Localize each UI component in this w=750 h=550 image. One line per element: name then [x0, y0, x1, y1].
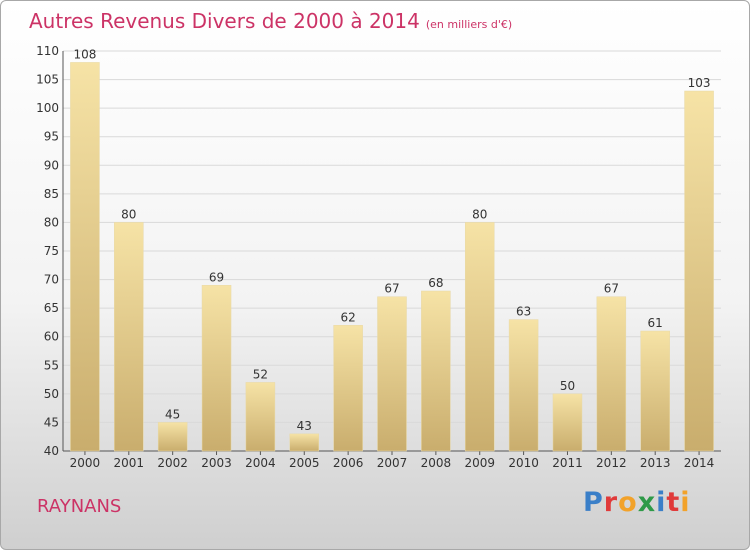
y-tick-label: 40	[44, 444, 59, 458]
location-label: RAYNANS	[37, 496, 122, 517]
x-tick-label: 2001	[114, 456, 145, 470]
bar	[201, 285, 232, 452]
data-label: 63	[516, 305, 531, 319]
logo-letter: r	[603, 487, 619, 518]
data-label: 50	[560, 379, 575, 393]
y-tick-label: 100	[36, 101, 59, 115]
data-label: 45	[165, 407, 180, 421]
data-label: 80	[121, 207, 136, 221]
y-tick-label: 70	[44, 273, 59, 287]
logo-letter: x	[637, 487, 657, 518]
x-tick-label: 2006	[333, 456, 364, 470]
bar	[157, 422, 188, 452]
data-label: 62	[340, 310, 355, 324]
bar	[421, 290, 451, 452]
x-tick-label: 2005	[289, 456, 320, 470]
logo-letter: i	[656, 487, 667, 518]
y-tick-label: 45	[44, 415, 59, 429]
bar	[245, 382, 276, 452]
logo-letter: P	[583, 487, 604, 518]
y-tick-label: 110	[36, 44, 59, 58]
data-label: 67	[384, 282, 399, 296]
bar	[464, 222, 495, 452]
axes: 40 45 50 55 60 65 70 75 80 85 90 95 100 105 110 2000 200…	[36, 44, 721, 470]
x-tick-label: 2008	[421, 456, 452, 470]
y-tick-label: 80	[44, 215, 59, 229]
y-tick-label: 105	[36, 73, 59, 87]
bar	[333, 325, 363, 452]
bars	[70, 62, 714, 452]
chart-title: Autres Revenus Divers de 2000 à 2014 (en …	[29, 9, 512, 33]
y-tick-label: 55	[44, 358, 59, 372]
x-tick-label: 2012	[596, 456, 627, 470]
x-tick-label: 2009	[464, 456, 495, 470]
logo-letter: t	[666, 487, 681, 518]
logo-letter: i	[680, 487, 691, 518]
y-tick-label: 95	[44, 130, 59, 144]
chart-title-text: Autres Revenus Divers de 2000 à 2014	[29, 9, 420, 33]
bar	[114, 222, 144, 452]
y-tick-label: 65	[44, 301, 59, 315]
data-label: 69	[209, 270, 224, 284]
data-label: 67	[604, 282, 619, 296]
bar	[552, 393, 583, 452]
y-tick-label: 50	[44, 387, 59, 401]
bar	[684, 90, 714, 452]
x-tick-label: 2010	[508, 456, 539, 470]
x-tick-label: 2007	[377, 456, 408, 470]
proxiti-logo[interactable]: Proxiti	[583, 487, 691, 518]
data-label: 108	[73, 47, 96, 61]
y-tick-label: 85	[44, 187, 59, 201]
data-labels: 108 80 45 69 52 43 62 67 68 80 63 50 67 61 103	[73, 47, 710, 432]
y-tick-label: 75	[44, 244, 59, 258]
data-label: 43	[297, 419, 312, 433]
x-tick-label: 2014	[684, 456, 715, 470]
bar	[289, 433, 320, 452]
data-label: 52	[253, 367, 268, 381]
chart-title-unit: (en milliers d'€)	[425, 18, 513, 31]
x-tick-label: 2011	[552, 456, 583, 470]
data-label: 61	[648, 316, 663, 330]
data-label: 68	[428, 276, 443, 290]
bar	[596, 296, 627, 452]
y-tick-label: 90	[44, 158, 59, 172]
x-tick-label: 2002	[157, 456, 188, 470]
data-label: 103	[688, 76, 711, 90]
bar	[640, 330, 670, 452]
x-tick-label: 2013	[640, 456, 671, 470]
y-tick-label: 60	[44, 330, 59, 344]
x-tick-label: 2003	[201, 456, 232, 470]
bar	[70, 62, 100, 452]
x-tick-label: 2004	[245, 456, 276, 470]
data-label: 80	[472, 207, 487, 221]
bar	[508, 319, 539, 452]
logo-letter: o	[618, 487, 638, 518]
x-tick-label: 2000	[70, 456, 101, 470]
bar	[377, 296, 407, 452]
